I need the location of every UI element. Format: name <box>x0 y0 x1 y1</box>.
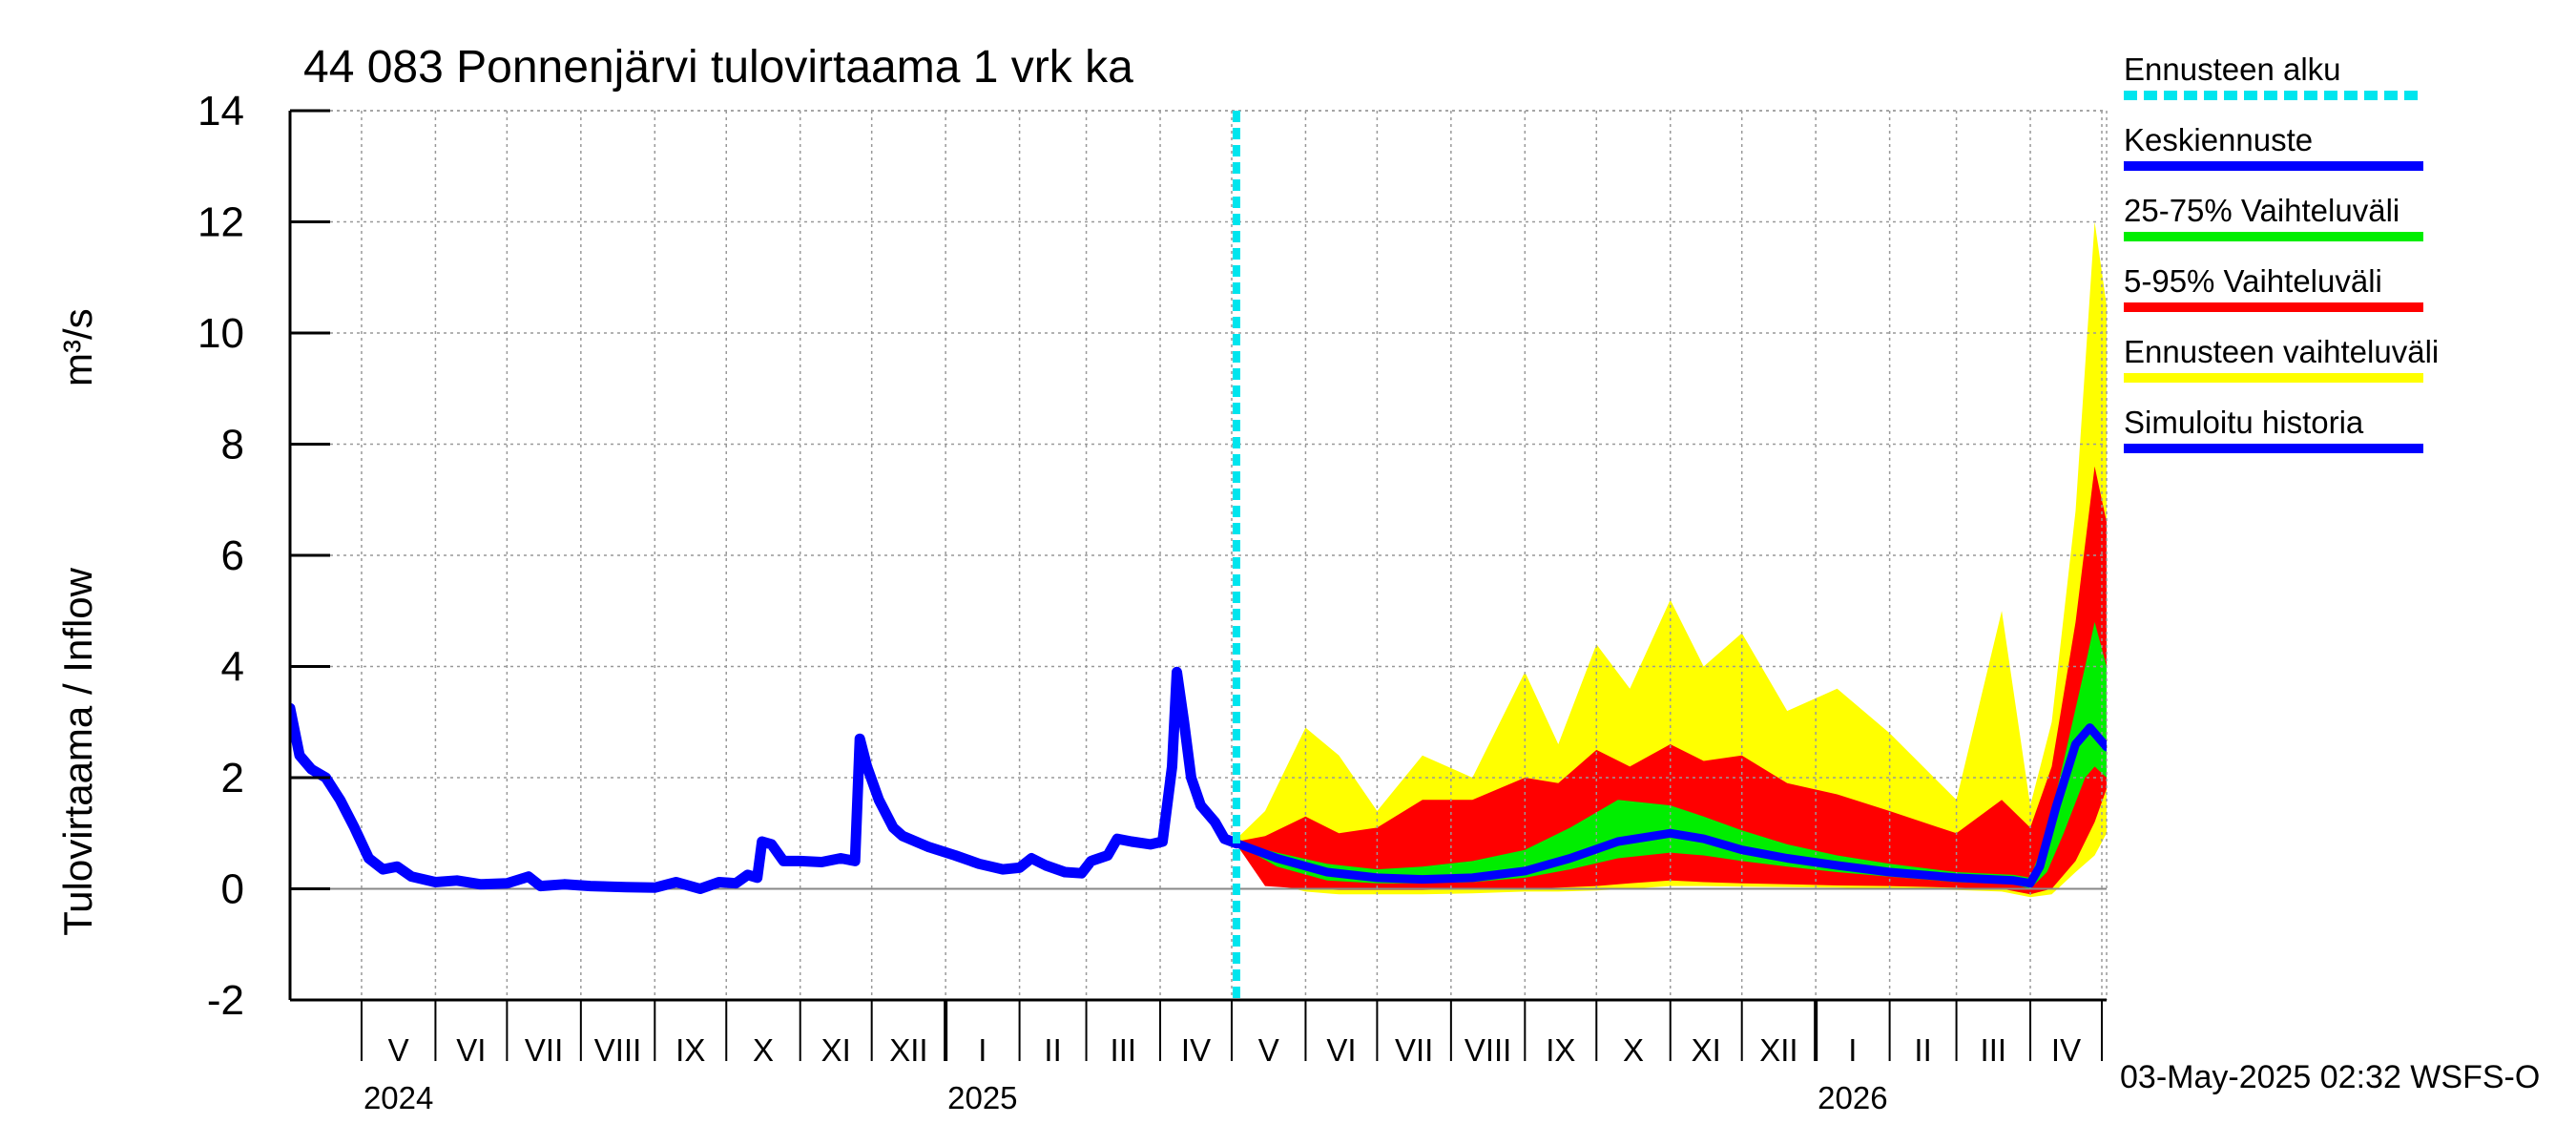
legend-label: Simuloitu historia <box>2124 405 2364 440</box>
y-tick-label: 2 <box>221 755 244 802</box>
y-tick-label: 4 <box>221 644 244 691</box>
y-tick-label: 6 <box>221 532 244 579</box>
y-axis-label: Tulovirtaama / Inflow <box>55 567 100 936</box>
legend: Ennusteen alku Keskiennuste 25-75% Vaihtel… <box>2124 52 2439 453</box>
legend-label: Ennusteen vaihteluväli <box>2124 334 2439 369</box>
month-label: IV <box>2051 1032 2081 1068</box>
month-label: XI <box>821 1032 851 1068</box>
y-tick-label: 10 <box>197 310 244 357</box>
grid <box>290 110 2108 1000</box>
series-keskiennuste <box>1232 723 2107 888</box>
y-tick-label: 0 <box>221 866 244 913</box>
month-label: XII <box>1759 1032 1797 1068</box>
month-label: V <box>1258 1032 1279 1068</box>
y-axis-unit: m³/s <box>55 308 100 386</box>
month-label: X <box>1623 1032 1644 1068</box>
month-label: I <box>1848 1032 1857 1068</box>
month-label: V <box>388 1032 409 1068</box>
month-label: VII <box>1395 1032 1433 1068</box>
legend-label: Ennusteen alku <box>2124 52 2341 87</box>
month-label: IV <box>1181 1032 1211 1068</box>
year-label: 2025 <box>947 1080 1017 1115</box>
month-label: II <box>1044 1032 1061 1068</box>
month-label: XI <box>1692 1032 1721 1068</box>
legend-label: 25-75% Vaihteluväli <box>2124 193 2399 228</box>
flow-lines <box>290 666 2107 894</box>
month-label: VII <box>525 1032 563 1068</box>
y-tick-label: 14 <box>197 88 244 135</box>
month-label: I <box>978 1032 987 1068</box>
legend-label: Keskiennuste <box>2124 122 2313 157</box>
month-label: IX <box>1546 1032 1575 1068</box>
uncertainty-bands <box>1236 221 2107 898</box>
month-label: XII <box>889 1032 927 1068</box>
month-label: VI <box>456 1032 486 1068</box>
month-label: III <box>1981 1032 2007 1068</box>
chart-title: 44 083 Ponnenjärvi tulovirtaama 1 vrk ka <box>303 42 1133 93</box>
month-label: X <box>753 1032 774 1068</box>
year-label: 2024 <box>364 1080 433 1115</box>
month-label: II <box>1914 1032 1931 1068</box>
month-label: VI <box>1326 1032 1356 1068</box>
y-tick-label: 8 <box>221 422 244 468</box>
series-simuloitu-historia <box>290 666 1242 894</box>
month-label: VIII <box>1465 1032 1512 1068</box>
timestamp: 03-May-2025 02:32 WSFS-O <box>2120 1059 2540 1095</box>
legend-label: 5-95% Vaihteluväli <box>2124 263 2382 299</box>
year-label: 2026 <box>1818 1080 1887 1115</box>
month-label: III <box>1111 1032 1137 1068</box>
month-label: VIII <box>594 1032 642 1068</box>
month-label: IX <box>675 1032 705 1068</box>
y-tick-label: 12 <box>197 199 244 246</box>
y-tick-label: -2 <box>207 977 244 1024</box>
